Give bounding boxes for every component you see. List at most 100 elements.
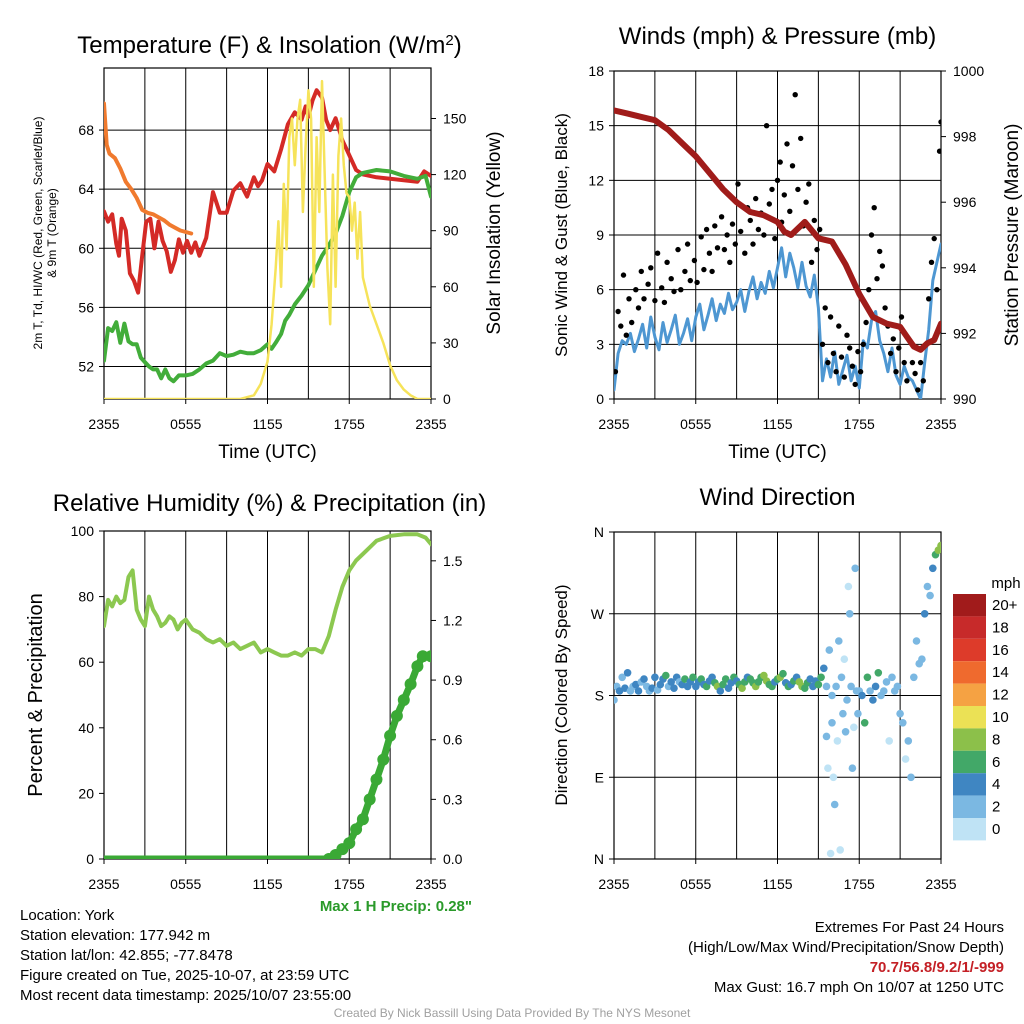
x-tick-label: 1755 [334, 876, 365, 892]
y2-tick-label: 150 [443, 110, 467, 126]
legend-label: 18 [992, 619, 1009, 636]
wind-direction-point [899, 719, 907, 727]
gust-point [789, 163, 796, 169]
legend-label: 6 [992, 754, 1000, 771]
gust-point [803, 199, 809, 205]
wind-direction-point [844, 582, 853, 591]
gust-point [729, 221, 736, 227]
y-tick-label: 12 [588, 172, 604, 188]
gust-point [825, 359, 831, 366]
wind-direction-point [929, 564, 937, 573]
wind-direction-point [614, 696, 618, 704]
gust-point [909, 359, 916, 366]
y-axis-label: Percent & Precipitation [25, 593, 47, 796]
wind-direction-point [907, 773, 915, 782]
precip-point [416, 650, 429, 663]
gust-point [777, 159, 783, 165]
y-tick-label: 0 [86, 851, 94, 867]
legend-swatch [953, 795, 986, 818]
wind-direction-point [662, 671, 670, 680]
gust-point [882, 305, 888, 311]
y2-tick-label: 1.5 [443, 553, 463, 569]
gust-point [912, 370, 918, 377]
wind-direction-point [918, 655, 926, 663]
chart-title-humidity: Relative Humidity (%) & Precipitation (i… [53, 490, 486, 517]
gust-point [896, 345, 902, 351]
y-tick-label: 52 [78, 358, 94, 374]
gust-point [706, 250, 713, 256]
y-tick-label: S [595, 688, 604, 704]
x-tick-label: 1755 [844, 416, 875, 432]
precip-point [404, 678, 417, 691]
wind-direction-point [901, 755, 910, 763]
gust-point [761, 232, 767, 238]
gust-point [652, 297, 658, 304]
y-tick-label: 68 [78, 122, 94, 138]
wind-direction-point [896, 709, 904, 718]
y2-tick-label: 0.3 [443, 791, 463, 807]
gust-point [814, 246, 820, 253]
legend-swatch [953, 616, 986, 639]
y-tick-label: 100 [71, 523, 95, 539]
gust-point [871, 205, 877, 211]
y2-axis-label: Solar Insolation (Yellow) [484, 131, 505, 334]
precip-point [377, 753, 390, 766]
legend-swatch [953, 750, 986, 774]
chart-title-temperature: Temperature (F) & Insolation (W/m2) [77, 32, 461, 60]
gust-point [936, 148, 941, 154]
legend-swatch [953, 638, 986, 662]
figure-created: Figure created on Tue, 2025-10-07, at 23… [20, 967, 350, 984]
wind-direction-point [871, 682, 880, 691]
gust-point [849, 363, 856, 369]
gust-point [787, 208, 793, 214]
legend-title: mph [991, 575, 1020, 592]
gust-point [766, 201, 772, 207]
wind-direction-point [882, 678, 891, 686]
legend-label: 20+ [992, 597, 1018, 614]
gust-point [645, 281, 651, 287]
gust-point [781, 192, 787, 198]
title-superscript: 2 [445, 32, 453, 49]
y-tick-label: 56 [78, 299, 94, 315]
chart-title-winds: Winds (mph) & Pressure (mb) [619, 23, 936, 50]
x-tick-label: 2355 [415, 876, 446, 892]
gust-point [661, 299, 668, 306]
gust-point [701, 266, 707, 273]
y2-tick-label: 0.0 [443, 851, 463, 867]
x-tick-label: 2355 [88, 876, 119, 892]
wind-direction-point [830, 800, 839, 809]
gust-point [879, 263, 886, 269]
y2-tick-label: 0 [443, 391, 451, 407]
gust-point [838, 354, 845, 360]
gust-point [792, 92, 798, 98]
wind-direction-point [820, 664, 828, 673]
gust-point [811, 217, 817, 224]
extremes-panel: Extremes For Past 24 Hours (High/Low/Max… [688, 918, 1004, 998]
gust-point [747, 217, 753, 224]
wind-direction-point [670, 684, 678, 692]
y2-tick-label: 992 [953, 325, 977, 341]
station-latlon: Station lat/lon: 42.855; -77.8478 [20, 947, 233, 964]
wind-direction-point [825, 646, 834, 654]
wind-direction-point [716, 687, 725, 695]
series-line-sonic-wind-blue- [614, 242, 941, 399]
y2-tick-label: 998 [953, 129, 977, 145]
gust-point [798, 135, 804, 142]
wind-direction-point [923, 582, 932, 591]
gust-point [721, 246, 728, 253]
wind-direction-point [854, 709, 862, 718]
wind-direction-point [843, 696, 851, 704]
gust-point [855, 348, 861, 355]
gust-point [806, 181, 812, 187]
y2-tick-label: 1000 [953, 63, 984, 79]
series-line-station-pressure-maroon- [614, 107, 941, 353]
gust-point [659, 285, 665, 291]
gust-point [682, 268, 688, 275]
wind-direction-point [910, 673, 918, 682]
gust-point [727, 259, 733, 265]
x-tick-label: 0555 [170, 876, 201, 892]
gust-point [635, 305, 642, 311]
wind-direction-point [651, 673, 659, 682]
gust-point [774, 177, 781, 183]
gust-point [915, 387, 921, 393]
